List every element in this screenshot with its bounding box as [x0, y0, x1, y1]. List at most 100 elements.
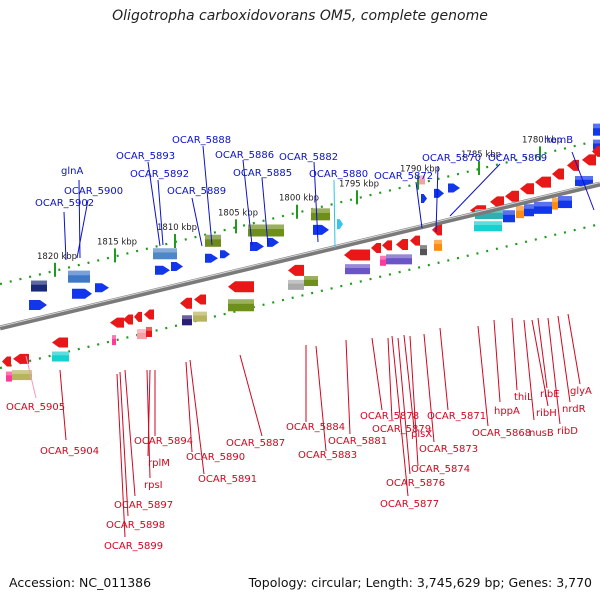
- gene-block-sheen: [575, 176, 593, 180]
- gene-arrow: [13, 353, 29, 364]
- gene-block: [311, 208, 330, 221]
- gene-block: [137, 329, 147, 340]
- gene-arrow: [194, 294, 206, 305]
- gene-label-top: OCAR_5893: [116, 151, 175, 162]
- backbone-highlight: [0, 182, 600, 327]
- gene-label-bottom: OCAR_5868: [472, 428, 531, 439]
- gene-block-sheen: [12, 370, 32, 374]
- gene-label-top: OCAR_5872: [374, 171, 433, 182]
- label-leader: [423, 333, 435, 443]
- gene-block-sheen: [534, 201, 552, 207]
- label-leader: [315, 345, 327, 452]
- gene-block: [146, 326, 152, 337]
- gene-block: [345, 264, 370, 275]
- label-leader: [116, 373, 126, 538]
- gene-block-sheen: [68, 270, 90, 276]
- gene-block: [288, 279, 304, 290]
- gene-label-bottom: OCAR_5874: [411, 464, 470, 475]
- gene-label-bottom: OCAR_5894: [134, 436, 193, 447]
- gene-arrow: [434, 188, 444, 198]
- gene-block: [593, 123, 600, 136]
- gene-arrow: [95, 283, 109, 293]
- gene-label-bottom: OCAR_5887: [226, 438, 285, 449]
- label-leader: [261, 177, 269, 246]
- gene-arrow: [432, 224, 442, 236]
- label-leader: [242, 159, 253, 246]
- label-leader: [239, 354, 263, 437]
- gene-label-bottom: nusB: [529, 428, 554, 439]
- label-leader: [439, 327, 449, 411]
- gene-label-bottom: ribH: [536, 408, 557, 419]
- gene-arrow: [421, 193, 427, 203]
- gene-arrow: [220, 250, 230, 259]
- gene-label-top: OCAR_5880: [309, 169, 368, 180]
- gene-arrow: [52, 337, 68, 348]
- gene-label-bottom: OCAR_5890: [186, 452, 245, 463]
- gene-label-bottom: OCAR_5876: [386, 478, 445, 489]
- kbp-tick-label: 1780 kbp: [522, 135, 562, 145]
- label-leader: [477, 325, 489, 427]
- gene-block-sheen: [552, 197, 558, 203]
- kbp-tick-label: 1795 kbp: [339, 179, 379, 189]
- genome-title: Oligotropha carboxidovorans OM5, complet…: [112, 8, 488, 24]
- gene-block-sheen: [345, 264, 370, 268]
- gene-label-bottom: OCAR_5891: [198, 474, 257, 485]
- gene-label-bottom: OCAR_5884: [286, 422, 345, 433]
- gene-block: [112, 335, 116, 346]
- kbp-tick-label: 1800 kbp: [279, 194, 319, 204]
- gene-block: [575, 176, 593, 186]
- gene-block-sheen: [419, 175, 425, 179]
- label-leader: [191, 197, 203, 247]
- label-leader: [157, 179, 164, 246]
- label-leader: [147, 369, 151, 457]
- gene-block: [182, 315, 192, 326]
- gene-label-bottom: OCAR_5878: [360, 411, 419, 422]
- gene-label-top: OCAR_5888: [172, 135, 231, 146]
- gene-label-top: OCAR_5889: [167, 186, 226, 197]
- gene-arrow: [552, 168, 564, 180]
- gene-block-sheen: [182, 315, 192, 320]
- gene-label-bottom: OCAR_5873: [419, 444, 478, 455]
- gene-block: [68, 270, 90, 283]
- gene-label-top: OCAR_5886: [215, 150, 274, 161]
- gene-block-sheen: [434, 239, 442, 245]
- kbp-tick-label: 1815 kbp: [97, 237, 137, 247]
- gene-block: [434, 239, 442, 251]
- label-leader: [146, 369, 151, 479]
- gene-arrow: [371, 242, 381, 253]
- gene-block-sheen: [558, 196, 572, 201]
- gene-block-sheen: [380, 255, 386, 260]
- gene-block: [503, 210, 515, 223]
- genome-summary-text: Topology: circular; Length: 3,745,629 bp…: [248, 575, 592, 590]
- gene-label-top: OCAR_5900: [64, 186, 123, 197]
- label-leader: [493, 319, 501, 403]
- gene-arrow: [410, 235, 420, 246]
- gene-label-bottom: nrdR: [562, 404, 586, 415]
- label-leader: [449, 163, 501, 217]
- gene-label-top: OCAR_5870: [422, 153, 481, 164]
- gene-label-top: OCAR_5869: [488, 153, 547, 164]
- gene-label-bottom: OCAR_5881: [328, 436, 387, 447]
- gene-arrow: [250, 242, 264, 251]
- gene-block: [31, 280, 47, 292]
- reverse-strand-guide: [0, 222, 600, 370]
- label-leader: [345, 339, 351, 435]
- gene-block-sheen: [593, 123, 600, 129]
- label-leader: [531, 319, 549, 407]
- gene-arrow: [267, 237, 279, 247]
- gene-block-sheen: [52, 351, 69, 356]
- gene-label-top: glnA: [61, 166, 83, 177]
- gene-block: [52, 351, 69, 362]
- gene-block-sheen: [386, 254, 412, 259]
- gene-block: [12, 370, 32, 381]
- gene-label-bottom: thiL: [514, 392, 533, 403]
- label-leader: [397, 337, 411, 475]
- label-leader: [185, 361, 193, 453]
- gene-arrow: [205, 253, 218, 263]
- label-leader: [63, 211, 67, 261]
- gene-label-bottom: rpsI: [144, 480, 163, 491]
- label-leader: [547, 317, 561, 425]
- gene-label-bottom: OCAR_5871: [427, 411, 486, 422]
- gene-block: [153, 248, 177, 260]
